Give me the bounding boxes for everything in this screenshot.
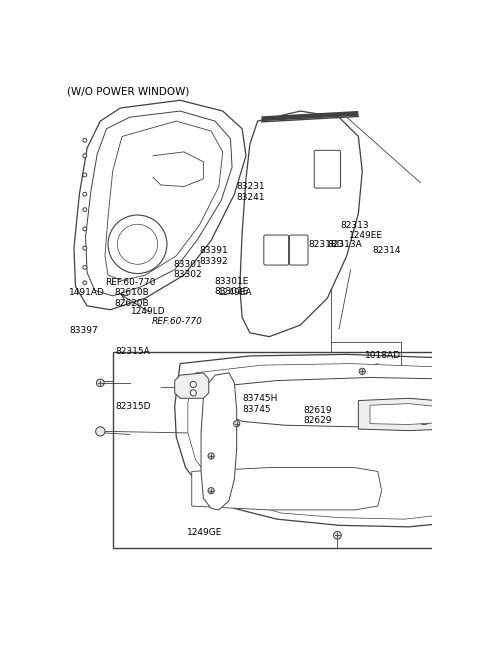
Circle shape (468, 483, 474, 490)
Text: 82315A: 82315A (115, 348, 150, 356)
Circle shape (83, 246, 87, 250)
Polygon shape (240, 111, 362, 337)
Circle shape (334, 531, 341, 539)
Circle shape (83, 192, 87, 196)
Circle shape (419, 410, 430, 420)
Text: REF.60-770: REF.60-770 (152, 318, 203, 327)
Text: 82314: 82314 (372, 247, 401, 255)
Circle shape (108, 215, 167, 274)
Circle shape (117, 224, 157, 264)
Circle shape (359, 368, 365, 375)
Polygon shape (105, 121, 223, 281)
Text: 1018AD: 1018AD (365, 352, 401, 361)
Circle shape (83, 138, 87, 142)
Polygon shape (192, 468, 382, 510)
Polygon shape (175, 373, 209, 398)
Text: 82610B
82620B: 82610B 82620B (114, 289, 149, 308)
Circle shape (208, 453, 214, 459)
Text: 83231
83241: 83231 83241 (237, 182, 265, 201)
Text: 1249EA: 1249EA (218, 289, 252, 297)
Text: (W/O POWER WINDOW): (W/O POWER WINDOW) (67, 87, 190, 96)
Circle shape (83, 266, 87, 270)
Text: 83301E
83302E: 83301E 83302E (215, 277, 249, 296)
Text: 82315D: 82315D (115, 402, 151, 411)
Text: 1249GE: 1249GE (186, 528, 222, 537)
Text: 83391
83392: 83391 83392 (200, 247, 228, 266)
Polygon shape (370, 403, 454, 424)
Text: 83301
83302: 83301 83302 (173, 260, 202, 279)
Text: 83397: 83397 (69, 326, 98, 335)
Circle shape (96, 379, 104, 387)
Polygon shape (85, 111, 232, 296)
Circle shape (83, 227, 87, 231)
Text: 1249LD: 1249LD (131, 307, 165, 316)
Polygon shape (201, 373, 237, 510)
Text: 1491AD: 1491AD (69, 289, 105, 297)
FancyBboxPatch shape (264, 235, 288, 265)
Text: 82313: 82313 (341, 221, 370, 230)
FancyBboxPatch shape (289, 235, 308, 265)
Circle shape (83, 281, 87, 285)
Circle shape (190, 381, 196, 388)
Circle shape (83, 173, 87, 177)
Circle shape (83, 154, 87, 157)
Text: 1249EE: 1249EE (349, 232, 384, 240)
Circle shape (234, 420, 240, 427)
Text: REF.60-770: REF.60-770 (105, 278, 155, 287)
Text: 82313A: 82313A (328, 240, 362, 249)
Circle shape (415, 406, 433, 424)
Circle shape (83, 208, 87, 211)
Bar (113, 352, 480, 548)
FancyBboxPatch shape (314, 150, 340, 188)
Polygon shape (214, 377, 480, 427)
Circle shape (96, 427, 105, 436)
Circle shape (208, 487, 214, 494)
Text: 82318D: 82318D (309, 240, 344, 249)
Polygon shape (359, 398, 469, 430)
Polygon shape (175, 354, 480, 527)
Polygon shape (188, 363, 480, 519)
Polygon shape (74, 100, 246, 310)
Text: 82619
82629: 82619 82629 (304, 406, 332, 426)
Text: 83745H
83745: 83745H 83745 (242, 394, 277, 414)
Circle shape (190, 390, 196, 396)
